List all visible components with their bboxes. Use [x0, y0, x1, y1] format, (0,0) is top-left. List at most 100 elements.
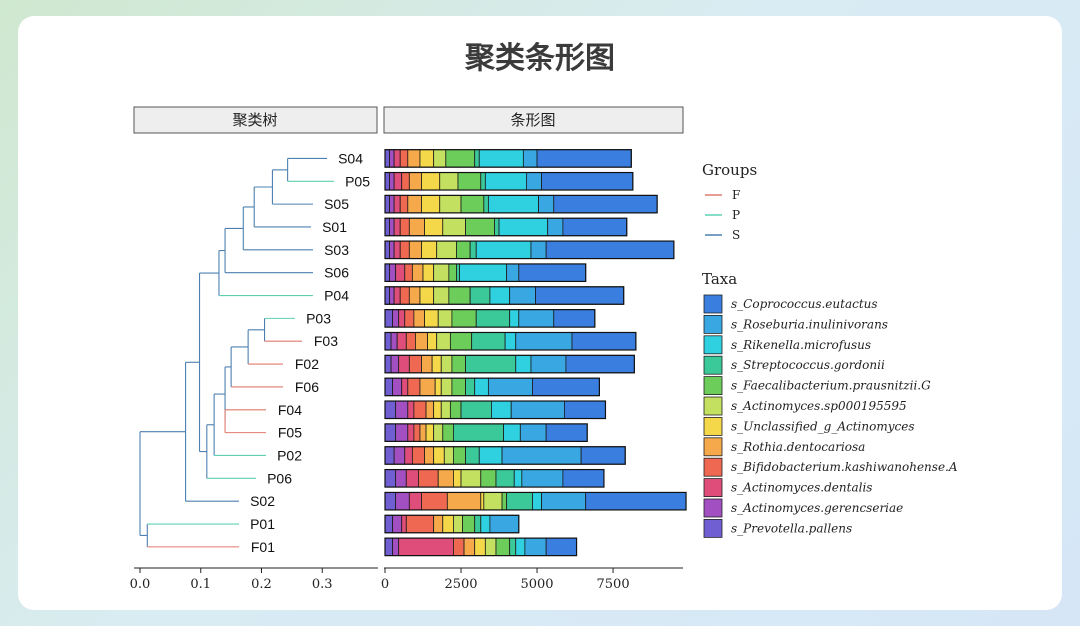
bar-outline — [384, 377, 600, 397]
bar-segment — [384, 400, 397, 419]
bar-segment — [389, 286, 395, 305]
bar-segment — [413, 423, 421, 442]
bar-segment — [530, 354, 567, 374]
leaf-label: S05 — [324, 196, 349, 212]
bar-segment — [462, 514, 476, 534]
bar-row-P06 — [384, 468, 605, 488]
bar-segment — [453, 423, 504, 442]
taxa-legend-title: Taxa — [702, 270, 737, 288]
bar-segment — [451, 354, 466, 374]
bar-segment — [419, 286, 435, 305]
bar-segment — [408, 240, 422, 259]
bar-segment — [408, 172, 422, 191]
bar-segment — [474, 377, 489, 397]
bar-segment — [453, 514, 463, 534]
bar-segment — [460, 194, 485, 214]
bar-segment — [443, 446, 454, 465]
leaf-label: F02 — [295, 356, 319, 372]
taxa-legend-key — [703, 457, 723, 477]
bar-outline — [384, 309, 596, 328]
bar-segment — [395, 400, 409, 419]
bar-outline — [384, 537, 578, 557]
bar-segment — [532, 492, 543, 511]
bar-segment — [408, 354, 422, 374]
bar-segment — [562, 469, 605, 488]
bar-segment — [465, 377, 476, 397]
tree-strip-label: 聚类树 — [232, 111, 277, 129]
bar-segment — [525, 172, 543, 191]
bar-segment — [393, 446, 406, 465]
bar-segment — [565, 354, 635, 374]
bar-outline — [384, 217, 628, 237]
bar-segment — [465, 446, 480, 465]
bar-segment — [389, 149, 395, 168]
bar-segment — [395, 492, 410, 511]
bar-segment — [475, 309, 511, 328]
bar-segment — [384, 172, 390, 191]
bar-outline — [384, 286, 625, 305]
leaf-label: F03 — [314, 333, 338, 349]
bar-segment — [427, 332, 438, 351]
bar-segment — [433, 446, 445, 465]
bar-segment — [401, 514, 407, 534]
bar-row-S02 — [384, 491, 687, 511]
bar-segment — [384, 492, 397, 511]
bar-segment — [384, 309, 394, 328]
bar-segment — [434, 377, 442, 397]
stacked-bars — [384, 149, 687, 557]
taxa-legend-label: s_Prevotella.pallens — [731, 521, 852, 535]
bar-row-S05 — [384, 194, 658, 214]
bar-segment — [518, 263, 587, 282]
bar-segment — [474, 149, 480, 168]
taxa-legend-label: s_Roseburia.inulinivorans — [731, 317, 888, 331]
bar-segment — [580, 446, 626, 465]
bar-segment — [463, 537, 476, 557]
bar-segment — [471, 332, 506, 351]
bar-segment — [393, 172, 403, 191]
bar-segment — [484, 537, 497, 557]
leaf-label: S03 — [324, 242, 349, 258]
leaf-label: F05 — [278, 425, 302, 441]
bar-segment — [408, 217, 425, 237]
bar-segment — [437, 309, 453, 328]
bar-segment — [384, 149, 390, 168]
bar-segment — [541, 172, 634, 191]
bar-segment — [513, 469, 523, 488]
taxa-legend-key — [703, 396, 723, 416]
bar-segment — [433, 286, 450, 305]
bar-segment — [433, 400, 442, 419]
bar-segment — [545, 537, 577, 557]
taxa-legend-key — [703, 498, 723, 518]
bar-segment — [396, 332, 407, 351]
bar-segment — [384, 286, 390, 305]
bar-segment — [398, 354, 410, 374]
bar-segment — [564, 400, 606, 419]
bar-segment — [483, 194, 489, 214]
bar-segment — [553, 309, 596, 328]
groups-legend-label: P — [732, 208, 740, 222]
leaf-label: F06 — [295, 379, 319, 395]
bar-segment — [510, 400, 565, 419]
bar-segment — [515, 354, 532, 374]
bar-outline — [384, 240, 675, 260]
bar-segment — [478, 149, 524, 168]
bar-segment — [519, 423, 547, 442]
bar-segment — [518, 309, 555, 328]
bar-row-F06 — [384, 377, 600, 397]
bar-segment — [384, 354, 392, 374]
bar-segment — [515, 332, 573, 351]
taxa-legend-label: s_Coprococcus.eutactus — [731, 297, 878, 311]
bar-segment — [491, 400, 512, 419]
tree-axis-tick-label: 0.3 — [312, 577, 333, 592]
bar-segment — [424, 446, 435, 465]
bar-segment — [480, 514, 491, 534]
bar-segment — [399, 194, 409, 214]
leaf-label: F04 — [278, 402, 302, 418]
bar-segment — [393, 286, 401, 305]
bar-outline — [384, 149, 632, 168]
taxa-legend-key — [703, 437, 723, 457]
bar-segment — [395, 423, 409, 442]
bar-segment — [504, 332, 517, 351]
bar-segment — [487, 194, 539, 214]
bar-segment — [440, 354, 453, 374]
